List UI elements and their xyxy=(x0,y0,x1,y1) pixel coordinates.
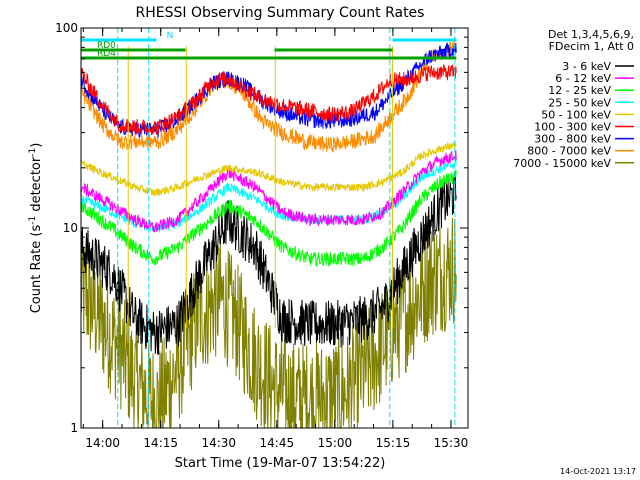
legend-label-1: 6 - 12 keV xyxy=(555,72,611,85)
legend-label-4: 50 - 100 keV xyxy=(541,108,611,121)
y-axis-label: Count Rate (s-1 detector-1) xyxy=(28,143,44,314)
series-line-8 xyxy=(80,217,457,429)
y-label-sup2: -1 xyxy=(28,148,38,157)
y-label-sup1: -1 xyxy=(28,216,38,225)
legend-label-0: 3 - 6 keV xyxy=(562,60,611,73)
y-tick-label-0: 1 xyxy=(70,421,78,435)
series-line-4 xyxy=(80,141,457,197)
x-tick-label-6: 15:30 xyxy=(434,436,469,450)
y-label-mid: detector xyxy=(29,156,44,216)
segment-label-1: N xyxy=(167,31,174,41)
legend-label-6: 300 - 800 keV xyxy=(534,133,611,146)
y-label-end: ) xyxy=(29,143,44,148)
x-axis-label: Start Time (19-Mar-07 13:54:22) xyxy=(175,456,386,471)
legend-label-5: 100 - 300 keV xyxy=(534,121,611,134)
series-line-1 xyxy=(80,150,457,233)
legend-label-8: 7000 - 15000 keV xyxy=(513,157,611,170)
series-curves xyxy=(80,40,457,429)
legend-label-2: 12 - 25 keV xyxy=(548,84,611,97)
x-tick-label-5: 15:15 xyxy=(376,436,411,450)
x-tick-label-2: 14:30 xyxy=(201,436,236,450)
y-label-main: Count Rate (s xyxy=(29,225,44,314)
chart-title: RHESSI Observing Summary Count Rates xyxy=(136,5,425,21)
segment-label-4: RD4 xyxy=(97,49,116,59)
axes: 1 10 100 14:00 14:15 14:30 14:45 15:00 15:15 15:3… xyxy=(55,21,468,450)
series-line-7 xyxy=(80,40,457,153)
legend-label-3: 25 - 50 keV xyxy=(548,96,611,109)
x-tick-label-1: 14:15 xyxy=(143,436,178,450)
legend-header-0: Det 1,3,4,5,6,9, xyxy=(548,28,634,41)
legend-label-7: 800 - 7000 keV xyxy=(527,145,611,158)
y-tick-label-1: 10 xyxy=(63,221,78,235)
series-line-2 xyxy=(80,169,457,268)
legend-header-1: FDecim 1, Att 0 xyxy=(549,40,634,53)
footer-timestamp: 14-Oct-2021 13:17 xyxy=(560,467,636,476)
x-tick-label-0: 14:00 xyxy=(85,436,120,450)
y-tick-label-2: 100 xyxy=(55,21,78,35)
x-tick-label-3: 14:45 xyxy=(260,436,295,450)
legend: Det 1,3,4,5,6,9,FDecim 1, Att 0 3 - 6 keV… xyxy=(513,28,634,170)
segment-label-3: RD0 xyxy=(97,41,116,51)
x-tick-label-4: 15:00 xyxy=(318,436,353,450)
series-line-0 xyxy=(80,171,457,355)
series-line-5 xyxy=(80,64,457,135)
